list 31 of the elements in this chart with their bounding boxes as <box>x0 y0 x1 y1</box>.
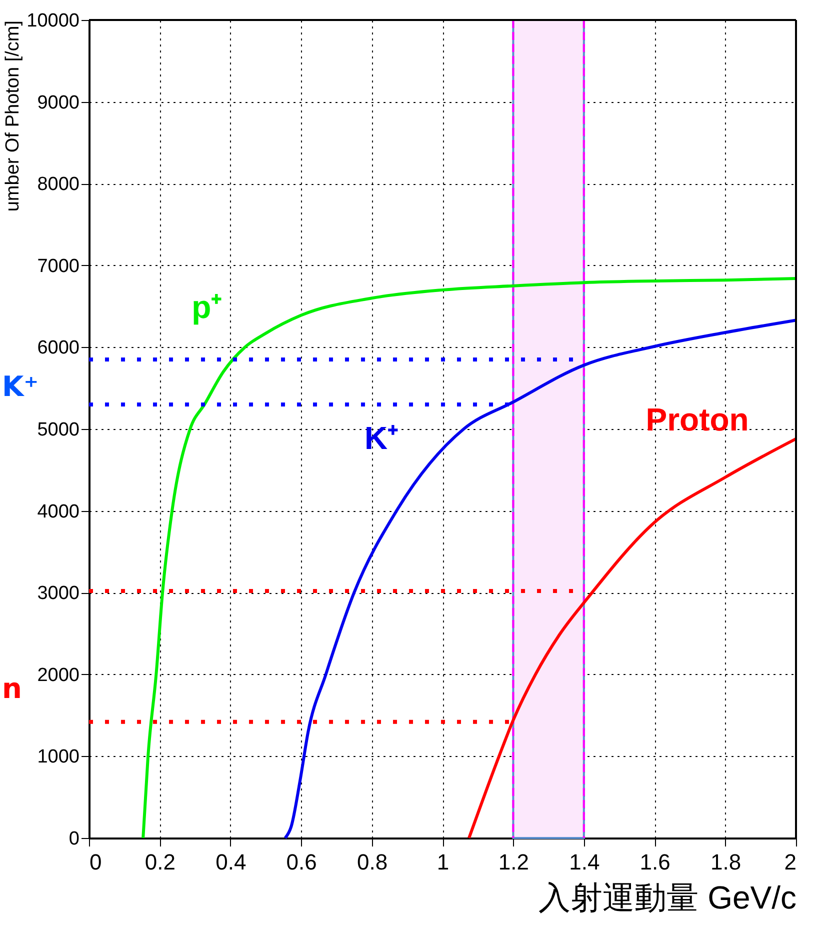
series-label: K⁺ <box>364 420 399 456</box>
y-tick-label: 9000 <box>37 92 80 114</box>
line-series <box>284 318 798 840</box>
y-tick-label: 4000 <box>37 501 80 522</box>
x-tick-label: 0.6 <box>286 850 317 874</box>
series-label: Proton <box>646 401 749 438</box>
x-tick-label: 1.6 <box>640 850 670 874</box>
y-tick-label: 6000 <box>37 338 80 359</box>
x-tick-label: 0 <box>90 850 102 874</box>
y-tick-label: 5000 <box>37 420 80 440</box>
x-tick-label: 2 <box>784 850 796 874</box>
line-series <box>142 276 798 840</box>
x-tick-label: 1.2 <box>498 850 529 874</box>
y-tick-label: 2000 <box>37 664 80 686</box>
y-tick-label: 0 <box>68 828 80 850</box>
series-label: p⁺ <box>192 289 222 326</box>
x-tick-label: 0.4 <box>216 850 246 874</box>
x-tick-label: 0.2 <box>144 850 176 874</box>
text: K⁺ <box>2 370 38 403</box>
y-tick-label: 1000 <box>37 746 80 768</box>
y-tick-label: 3000 <box>37 583 80 604</box>
y-tick-label: 8000 <box>37 174 80 196</box>
y-tick-label: 10000 <box>26 10 80 32</box>
text: n <box>2 672 22 705</box>
x-tick-label: 1.8 <box>710 850 742 874</box>
x-tick-label: 0.8 <box>357 850 388 874</box>
y-tick-label: 7000 <box>37 256 80 277</box>
x-tick-label: 1 <box>436 850 450 874</box>
x-tick-label: 1.4 <box>569 850 600 874</box>
x-axis-title: 入射運動量 GeV/c <box>538 880 796 916</box>
y-axis-title: umber Of Photon [/cm] <box>2 20 24 212</box>
